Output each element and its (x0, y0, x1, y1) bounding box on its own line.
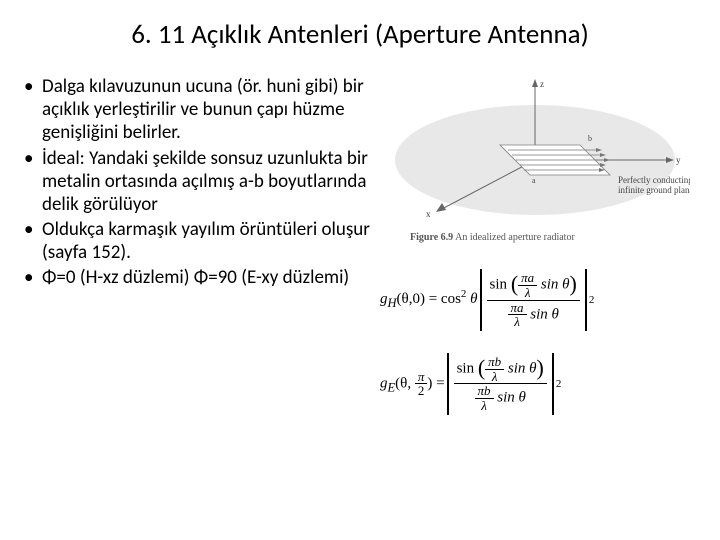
equation-gh: gH(θ,0) = cos2 θ sin (πaλ sin θ) πaλ sin… (380, 269, 700, 331)
eq1-lambda: λ (522, 286, 534, 300)
eq1-pia2: πa (508, 301, 527, 316)
eq2-sintheta-top: sin θ (504, 361, 536, 377)
equations-block: gH(θ,0) = cos2 θ sin (πaλ sin θ) πaλ sin… (380, 269, 700, 415)
content-area: Dalga kılavuzunun ucuna (ör. huni gibi) … (0, 61, 720, 437)
eq1-lambda2: λ (511, 315, 523, 329)
eq2-pib: πb (485, 355, 504, 370)
eq2-lhs: gE(θ, π2) = (380, 370, 445, 398)
eq1-lhs: gH(θ,0) = cos2 θ (380, 288, 478, 311)
annotation-line1: Perfectly conducting (618, 175, 690, 185)
eq1-abs: sin (πaλ sin θ) πaλ sin θ (478, 269, 589, 331)
eq2-two: 2 (415, 384, 428, 398)
bullet-column: Dalga kılavuzunun ucuna (ör. huni gibi) … (20, 75, 380, 437)
eq1-num-sin: sin (490, 277, 508, 293)
eq2-sintheta-bot: sin θ (494, 390, 526, 406)
eq2-pib2: πb (475, 384, 494, 399)
eq1-g: g (380, 291, 388, 307)
eq2-sub: E (388, 380, 396, 394)
eq1-pia: πa (518, 271, 537, 286)
list-item: Dalga kılavuzunun ucuna (ör. huni gibi) … (20, 75, 370, 145)
eq1-mainfrac: sin (πaλ sin θ) πaλ sin θ (487, 271, 580, 329)
x-arrow (436, 203, 446, 212)
annotation-line2: infinite ground plane (618, 185, 690, 195)
y-label: y (676, 155, 681, 165)
eq2-lambda2: λ (478, 399, 490, 413)
eq1-sintheta-bot: sin θ (527, 306, 559, 322)
eq1-inner-frac-bot: πaλ (508, 301, 527, 329)
eq1-sub: H (388, 296, 397, 310)
eq1-inner-frac-top: πaλ (518, 271, 537, 299)
figure-caption: Figure 6.9 An idealized aperture radiato… (410, 232, 700, 243)
bullet-list: Dalga kılavuzunun ucuna (ör. huni gibi) … (20, 75, 370, 290)
list-item: İdeal: Yandaki şekilde sonsuz uzunlukta … (20, 147, 370, 217)
dim-b: b (588, 134, 592, 143)
x-label: x (426, 209, 431, 219)
page-title: 6. 11 Açıklık Antenleri (Aperture Antenn… (0, 0, 720, 61)
list-item: Φ=0 (H-xz düzlemi) Φ=90 (E-xy düzlemi) (20, 266, 370, 289)
eq2-open: (θ, (395, 375, 415, 391)
eq2-close: ) = (427, 375, 444, 391)
eq2-inner-frac-bot: πbλ (475, 384, 494, 412)
eq2-abs: sin (πbλ sin θ) πbλ sin θ (445, 353, 556, 415)
eq2-pi2: π2 (415, 370, 428, 398)
eq1-args: (θ,0) = cos (397, 291, 461, 307)
eq1-outersup: 2 (589, 294, 595, 306)
aperture-diagram: z y x b a Perfectly conducting infinite … (380, 75, 690, 225)
dim-a: a (532, 176, 536, 185)
eq1-sintheta-top: sin θ (537, 277, 569, 293)
eq2-mainfrac: sin (πbλ sin θ) πbλ sin θ (454, 355, 547, 413)
figure-column: z y x b a Perfectly conducting infinite … (380, 75, 700, 437)
caption-text: An idealized aperture radiator (455, 232, 575, 243)
eq2-inner-frac-top: πbλ (485, 355, 504, 383)
eq2-pi: π (415, 370, 428, 385)
list-item: Oldukça karmaşık yayılım örüntüleri oluş… (20, 218, 370, 264)
eq1-theta: θ (466, 291, 477, 307)
eq2-outersup: 2 (556, 378, 562, 390)
eq2-lambda: λ (489, 370, 501, 384)
eq2-num-sin: sin (457, 361, 475, 377)
eq2-g: g (380, 375, 388, 391)
z-arrow (532, 79, 538, 87)
z-label: z (540, 79, 544, 89)
equation-ge: gE(θ, π2) = sin (πbλ sin θ) πbλ sin θ (380, 353, 700, 415)
caption-label: Figure 6.9 (410, 232, 453, 243)
